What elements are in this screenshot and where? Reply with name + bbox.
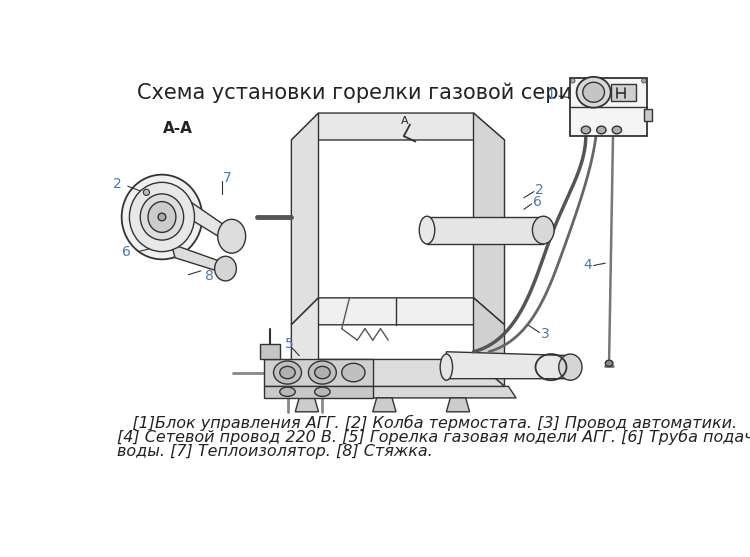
Ellipse shape (308, 361, 336, 384)
Ellipse shape (577, 77, 610, 108)
Ellipse shape (130, 182, 194, 252)
Polygon shape (264, 359, 373, 387)
Ellipse shape (158, 213, 166, 221)
Polygon shape (291, 359, 505, 387)
Ellipse shape (597, 126, 606, 134)
Polygon shape (446, 351, 570, 379)
Text: 5: 5 (285, 337, 293, 351)
Text: [1]Блок управления АГГ. [2] Колба термостата. [3] Провод автоматики.: [1]Блок управления АГГ. [2] Колба термос… (117, 414, 737, 431)
Ellipse shape (143, 189, 149, 196)
Polygon shape (264, 387, 373, 398)
Polygon shape (280, 387, 516, 398)
Text: 7: 7 (224, 172, 232, 185)
Text: А-А: А-А (163, 121, 193, 136)
Ellipse shape (532, 216, 554, 244)
Ellipse shape (559, 354, 582, 380)
Text: 2: 2 (536, 183, 544, 197)
Ellipse shape (122, 175, 202, 260)
Text: 4: 4 (584, 258, 592, 272)
Polygon shape (260, 344, 280, 359)
Polygon shape (473, 298, 505, 387)
Ellipse shape (612, 126, 622, 134)
Ellipse shape (280, 387, 296, 397)
Polygon shape (569, 79, 647, 136)
Ellipse shape (280, 367, 296, 379)
Text: воды. [7] Теплоизолятор. [8] Стяжка.: воды. [7] Теплоизолятор. [8] Стяжка. (117, 444, 433, 460)
Ellipse shape (583, 82, 604, 102)
Ellipse shape (315, 367, 330, 379)
Text: 2: 2 (112, 177, 122, 191)
Text: 6: 6 (533, 196, 542, 209)
Polygon shape (373, 398, 396, 412)
Polygon shape (611, 84, 636, 101)
Polygon shape (171, 244, 230, 275)
Polygon shape (291, 113, 505, 140)
Text: Схема установки горелки газовой серии АГГ: Схема установки горелки газовой серии АГ… (137, 82, 632, 102)
Polygon shape (179, 194, 237, 248)
Ellipse shape (217, 219, 246, 253)
Polygon shape (446, 398, 470, 412)
Ellipse shape (214, 256, 236, 281)
Polygon shape (291, 113, 319, 325)
Text: A: A (400, 116, 408, 126)
Polygon shape (291, 298, 505, 325)
Polygon shape (291, 298, 319, 387)
Ellipse shape (315, 387, 330, 397)
Text: [4] Сетевой провод 220 В. [5] Горелка газовая модели АГГ. [6] Труба подачи: [4] Сетевой провод 220 В. [5] Горелка га… (117, 429, 750, 445)
Ellipse shape (440, 354, 452, 380)
Ellipse shape (148, 202, 176, 232)
Ellipse shape (642, 79, 646, 83)
Ellipse shape (342, 363, 365, 382)
Polygon shape (427, 217, 543, 244)
Polygon shape (473, 113, 505, 325)
Polygon shape (296, 398, 319, 412)
Ellipse shape (581, 126, 590, 134)
Text: 1: 1 (546, 89, 555, 102)
Polygon shape (644, 109, 652, 121)
Text: 6: 6 (122, 245, 130, 258)
Ellipse shape (570, 79, 575, 83)
Ellipse shape (419, 216, 435, 244)
Text: 3: 3 (541, 327, 550, 341)
Ellipse shape (274, 361, 302, 384)
Ellipse shape (140, 194, 184, 240)
Text: 8: 8 (206, 269, 214, 284)
Ellipse shape (605, 360, 613, 367)
